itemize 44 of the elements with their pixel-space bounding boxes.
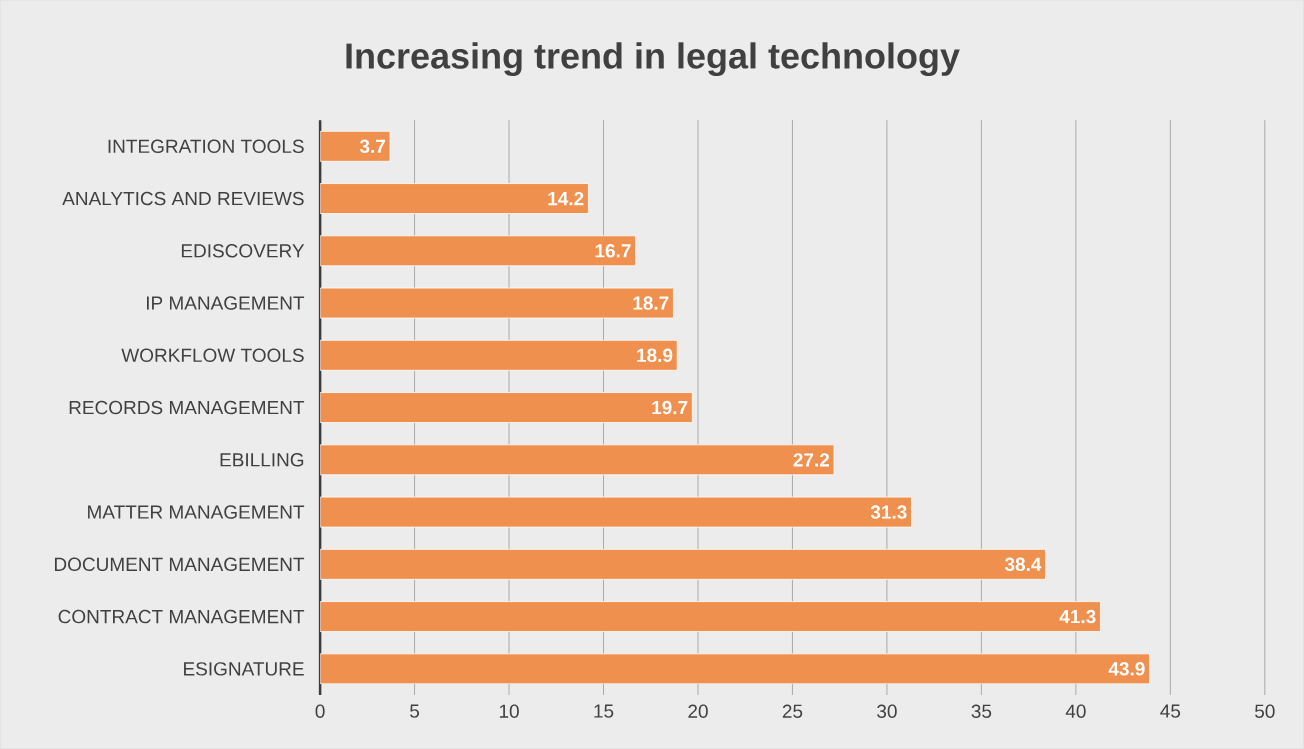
x-tick-label: 5 bbox=[410, 704, 420, 718]
x-tick-label: 35 bbox=[971, 704, 992, 718]
bar bbox=[320, 339, 678, 371]
data-label: 31.3 bbox=[870, 505, 907, 519]
data-label: 18.9 bbox=[637, 348, 673, 362]
data-label: 19.7 bbox=[652, 400, 688, 415]
x-tick-label: 50 bbox=[1255, 704, 1275, 718]
bar bbox=[320, 496, 912, 528]
data-label: 16.7 bbox=[595, 244, 631, 258]
bar bbox=[320, 601, 1101, 632]
data-label: 18.7 bbox=[633, 296, 669, 310]
bar bbox=[320, 235, 637, 267]
bar bbox=[320, 548, 1047, 580]
y-tick-label: RECORDS MANAGEMENT bbox=[69, 400, 305, 415]
y-tick-label: INTEGRATION TOOLS bbox=[108, 139, 304, 153]
chart-title: Increasing trend in legal technology bbox=[346, 42, 960, 76]
data-label: 27.2 bbox=[793, 453, 830, 467]
data-label: 43.9 bbox=[1108, 662, 1145, 676]
x-tick-label: 45 bbox=[1160, 704, 1181, 718]
y-tick-label: CONTRACT MANAGEMENT bbox=[58, 609, 305, 624]
y-tick-label: DOCUMENT MANAGEMENT bbox=[54, 557, 305, 571]
data-label: 41.3 bbox=[1059, 609, 1096, 624]
bar bbox=[320, 287, 674, 319]
data-label: 3.7 bbox=[359, 139, 385, 153]
data-label: 14.2 bbox=[548, 191, 584, 206]
x-tick-label: 20 bbox=[688, 704, 708, 718]
y-tick-label: ESIGNATURE bbox=[184, 662, 304, 676]
y-tick-label: ANALYTICS AND REVIEWS bbox=[62, 191, 304, 206]
x-tick-label: 0 bbox=[315, 704, 325, 718]
y-tick-label: WORKFLOW TOOLS bbox=[121, 348, 304, 362]
x-tick-label: 30 bbox=[877, 704, 897, 718]
y-tick-label: IP MANAGEMENT bbox=[146, 296, 305, 310]
bar bbox=[320, 183, 589, 214]
bar bbox=[320, 444, 835, 476]
x-tick-label: 40 bbox=[1065, 704, 1086, 718]
x-tick-label: 25 bbox=[782, 704, 803, 718]
x-tick-label: 10 bbox=[499, 704, 519, 718]
data-label: 38.4 bbox=[1004, 557, 1042, 572]
y-tick-label: EDISCOVERY bbox=[181, 244, 305, 258]
bar bbox=[320, 392, 693, 423]
y-tick-label: MATTER MANAGEMENT bbox=[88, 505, 305, 519]
y-tick-label: EBILLING bbox=[220, 453, 304, 467]
bar bbox=[320, 653, 1150, 685]
x-tick-label: 15 bbox=[594, 704, 614, 718]
